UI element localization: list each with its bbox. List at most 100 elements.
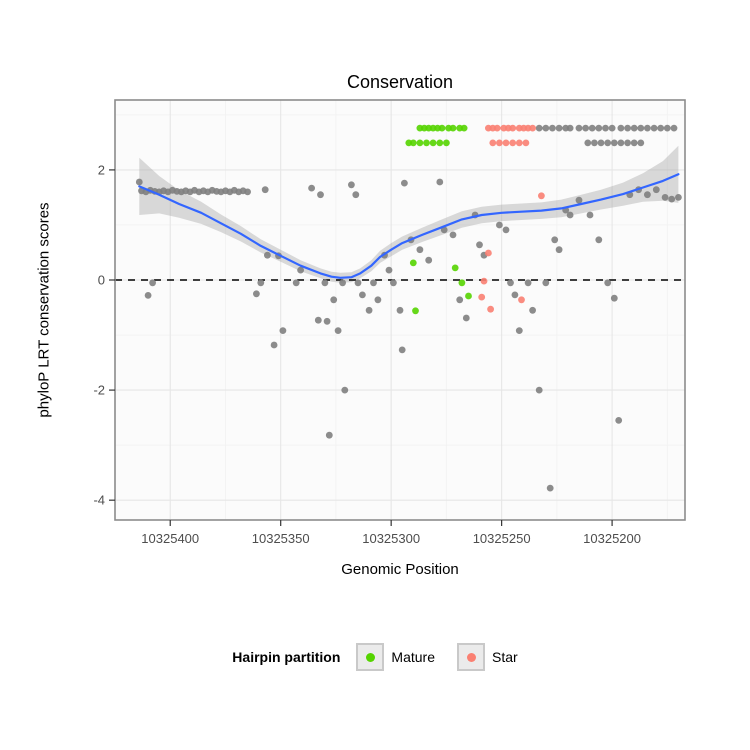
point-star xyxy=(485,249,492,257)
plot-canvas: 10325400 10325350 10325300 10325250 10325200… xyxy=(93,99,686,546)
point-other xyxy=(604,139,612,147)
point-other xyxy=(535,124,543,132)
point-star xyxy=(518,296,525,304)
point-other xyxy=(566,124,574,132)
point-other xyxy=(308,184,315,192)
point-other xyxy=(385,266,393,274)
point-other xyxy=(374,296,382,304)
point-other xyxy=(575,196,583,204)
point-other xyxy=(314,316,322,324)
point-mature xyxy=(451,264,459,272)
panel-border xyxy=(114,99,686,521)
point-other xyxy=(617,124,625,132)
x-tick-label: 10325250 xyxy=(473,531,531,546)
point-other xyxy=(644,124,651,132)
point-other xyxy=(661,194,669,201)
point-other xyxy=(456,296,464,304)
point-mature xyxy=(429,139,437,147)
point-other xyxy=(675,194,682,201)
point-other xyxy=(476,241,483,249)
point-star xyxy=(509,139,517,147)
point-star xyxy=(489,139,497,147)
point-other xyxy=(502,226,510,234)
point-other xyxy=(330,296,338,304)
legend-label-mature: Mature xyxy=(391,649,435,665)
point-other xyxy=(595,124,603,132)
legend-title: Hairpin partition xyxy=(232,649,341,665)
x-tick-label: 10325400 xyxy=(141,531,199,546)
point-mature xyxy=(438,124,446,132)
point-other xyxy=(334,327,342,334)
point-other xyxy=(524,279,532,287)
point-other xyxy=(575,124,583,132)
point-mature xyxy=(416,139,424,147)
point-other xyxy=(602,124,609,132)
point-other xyxy=(644,191,651,199)
point-other xyxy=(591,139,598,147)
point-other xyxy=(339,279,346,287)
y-tick-label: -2 xyxy=(93,383,105,398)
point-mature xyxy=(409,139,417,147)
point-other xyxy=(597,139,605,147)
point-star xyxy=(522,139,530,147)
point-other xyxy=(325,431,333,439)
point-other xyxy=(496,221,503,229)
point-other xyxy=(348,181,355,189)
point-other xyxy=(624,139,631,147)
legend-key-mature xyxy=(356,643,385,671)
point-other xyxy=(542,124,550,132)
point-other xyxy=(529,306,536,314)
legend: Hairpin partition Mature Star xyxy=(0,641,750,673)
point-other xyxy=(396,306,404,314)
point-other xyxy=(637,139,645,147)
point-other xyxy=(354,279,362,287)
point-other xyxy=(608,124,616,132)
point-other xyxy=(253,290,260,298)
point-other xyxy=(542,279,550,287)
point-other xyxy=(257,279,265,287)
point-other xyxy=(507,279,514,287)
point-other xyxy=(401,179,408,187)
star-dot-icon xyxy=(466,652,476,662)
legend-item-star: Star xyxy=(457,643,518,671)
confidence-band xyxy=(139,145,679,283)
point-other xyxy=(555,124,563,132)
point-other xyxy=(341,386,349,394)
point-other xyxy=(652,186,660,194)
point-other xyxy=(663,124,671,132)
chart-title: Conservation xyxy=(346,72,454,92)
point-mature xyxy=(460,124,468,132)
point-other xyxy=(630,124,638,132)
point-other xyxy=(584,139,592,147)
legend-item-mature: Mature xyxy=(356,643,435,671)
point-other xyxy=(624,124,631,132)
point-other xyxy=(650,124,658,132)
point-other xyxy=(425,256,433,264)
x-tick-label: 10325200 xyxy=(583,531,641,546)
point-star xyxy=(478,293,486,301)
point-other xyxy=(270,341,278,349)
point-other xyxy=(244,188,252,196)
point-star xyxy=(480,277,488,285)
point-other xyxy=(149,279,157,287)
point-mature xyxy=(409,259,417,267)
point-other xyxy=(321,279,329,287)
point-other xyxy=(398,346,406,354)
point-mature xyxy=(412,307,419,315)
point-other xyxy=(637,124,645,132)
smooth-line xyxy=(138,173,680,279)
point-other xyxy=(595,236,603,244)
point-star xyxy=(496,139,503,147)
point-mature xyxy=(465,292,472,300)
point-other xyxy=(549,124,556,132)
mature-dot-icon xyxy=(365,652,375,662)
point-mature xyxy=(458,279,466,287)
y-tick-label: 2 xyxy=(98,162,105,177)
point-other xyxy=(546,484,554,492)
x-axis-label: Genomic Position xyxy=(341,561,459,578)
point-star xyxy=(487,305,494,313)
legend-label-star: Star xyxy=(492,649,518,665)
point-mature xyxy=(423,139,430,147)
